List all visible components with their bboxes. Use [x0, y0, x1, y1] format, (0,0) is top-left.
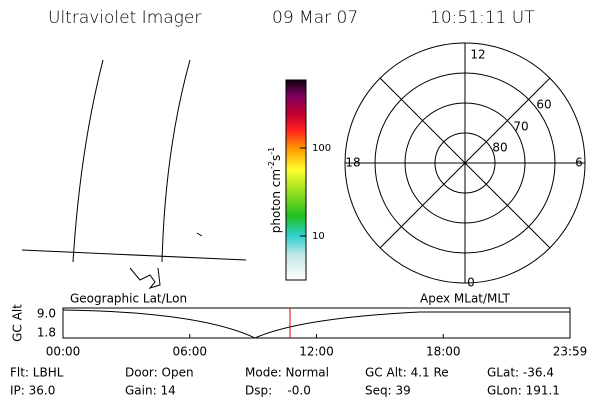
y-label: 1.8 [37, 326, 56, 340]
lat-label: 60 [536, 98, 551, 112]
colorbar-tick-label: 100 [312, 143, 331, 154]
colorbar-label: photon cm-2s-1 [267, 147, 283, 234]
timeline-left-label: Geographic Lat/Lon [70, 292, 187, 306]
label-unit: s [269, 155, 283, 161]
mlt-label: 0 [467, 276, 475, 290]
colorbar-tick-label: 10 [312, 231, 325, 242]
x-label: 12:00 [299, 345, 334, 359]
y-label: 9.0 [37, 307, 56, 321]
title: Ultraviolet Imager [48, 8, 201, 28]
mlt-label: 18 [345, 156, 360, 170]
x-label: 18:00 [426, 345, 461, 359]
label-exp: -1 [267, 147, 276, 155]
date: 09 Mar 07 [272, 8, 358, 28]
altitude-curve [62, 309, 570, 339]
colorbar [285, 79, 307, 281]
map [21, 59, 247, 289]
info-field: Gain: 14 [125, 384, 176, 398]
lat-label: 70 [513, 120, 528, 134]
x-label: 06:00 [172, 345, 207, 359]
polar-grid [344, 42, 586, 284]
x-label: 23:59 [553, 345, 588, 359]
mlt-label: 6 [575, 156, 583, 170]
time: 10:51:11 UT [430, 8, 535, 28]
info-field: Seq: 39 [365, 384, 411, 398]
mlt-label: 12 [470, 48, 485, 62]
info-field: Mode: Normal [245, 366, 329, 380]
info-field: IP: 36.0 [10, 384, 55, 398]
info-field: Flt: LBHL [10, 366, 64, 380]
x-label: 00:00 [46, 345, 81, 359]
label-exp: -2 [267, 161, 276, 169]
timeline-right-label: Apex MLat/MLT [420, 292, 510, 306]
info-field: GLat: -36.4 [487, 366, 554, 380]
info-field: GC Alt: 4.1 Re [365, 366, 449, 380]
info-field: GLon: 191.1 [487, 384, 560, 398]
timeline-axis-label: GC Alt [11, 304, 25, 342]
lat-label: 80 [492, 141, 507, 155]
info-field: Door: Open [125, 366, 194, 380]
info-field: Dsp: -0.0 [245, 384, 311, 398]
label-base: photon cm [269, 169, 283, 233]
